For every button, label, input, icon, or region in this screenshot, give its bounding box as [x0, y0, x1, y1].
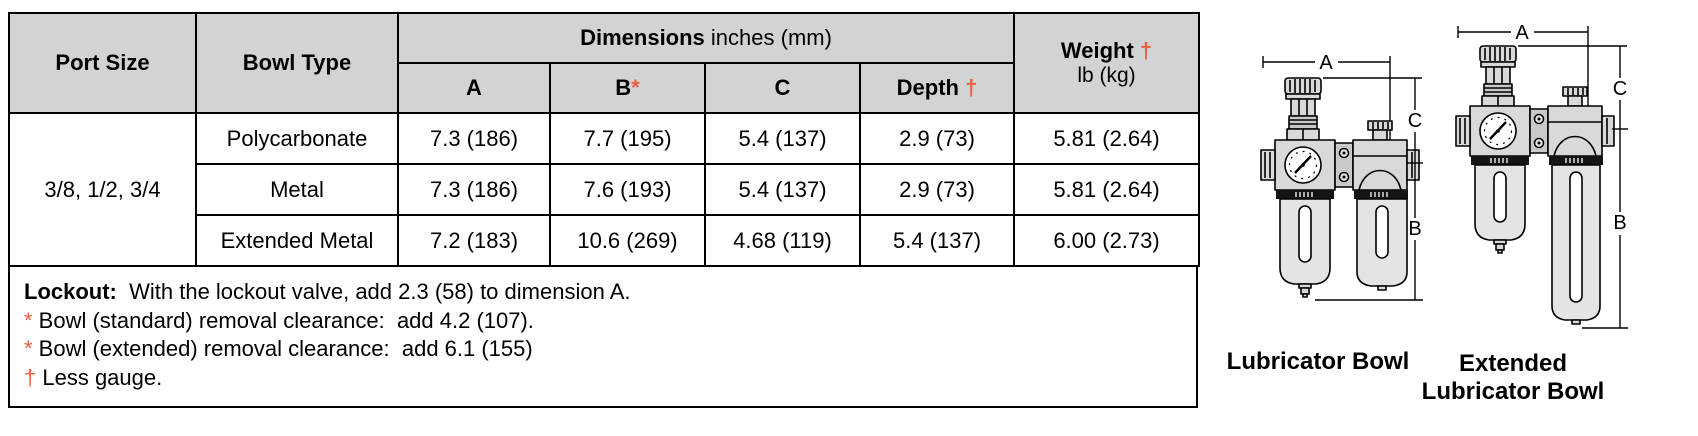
- cell-depth: 2.9 (73): [858, 112, 1016, 165]
- bowl-extended-note: * Bowl (extended) removal clearance: add…: [24, 335, 1180, 364]
- cell-weight: 5.81 (2.64): [1013, 163, 1201, 216]
- bowl-standard-text: Bowl (standard) removal clearance: add 4…: [32, 307, 534, 333]
- dim-a-label: A: [1515, 22, 1529, 44]
- filter-bowl: [1474, 164, 1526, 254]
- bowl-extended-text: Bowl (extended) removal clearance: add 6…: [32, 336, 533, 361]
- cell-dim-c: 4.68 (119): [704, 214, 861, 267]
- header-dim-b-label: B: [615, 75, 632, 100]
- caption-line-1: Extended: [1458, 350, 1568, 377]
- header-dimensions-bold: Dimensions: [580, 25, 705, 50]
- bowl-collars: [1471, 156, 1603, 165]
- extended-lubricator-bowl: [1551, 164, 1601, 325]
- footnotes-box: Lockout: With the lockout valve, add 2.3…: [8, 265, 1198, 408]
- cell-dim-a: 7.2 (183): [397, 214, 551, 267]
- bowl-collars: [1276, 190, 1408, 199]
- regulator-knob: [1284, 77, 1322, 141]
- lubricator-body: [1547, 86, 1615, 157]
- drain-valve: [1493, 239, 1507, 254]
- cell-bowl-type: Polycarbonate: [195, 112, 399, 165]
- asterisk-mark: *: [24, 336, 33, 361]
- header-weight-label: Weight: [1060, 38, 1140, 63]
- lockout-label: Lockout:: [24, 279, 117, 304]
- header-dim-depth: Depth †: [858, 62, 1016, 114]
- dim-b-label: B: [1613, 212, 1626, 234]
- dagger-mark: †: [24, 364, 37, 390]
- cell-bowl-type: Extended Metal: [195, 214, 399, 267]
- body-clamp: [1334, 142, 1354, 188]
- pressure-gauge: [1284, 146, 1322, 184]
- dim-a-label: A: [1319, 52, 1333, 74]
- dim-c-label: C: [1613, 78, 1627, 100]
- cell-depth: 5.4 (137): [858, 214, 1016, 267]
- header-dim-a: A: [397, 62, 551, 114]
- header-dim-b: B*: [549, 62, 706, 114]
- dimension-line-a: A: [1457, 22, 1589, 108]
- header-port-size: Port Size: [8, 12, 197, 114]
- caption-lubricator-bowl: Lubricator Bowl: [1226, 348, 1410, 375]
- caption-extended-lubricator-bowl: Extended Lubricator Bowl: [1413, 350, 1613, 406]
- cell-dim-b: 10.6 (269): [549, 214, 706, 267]
- dimensions-table: Port Size Bowl Type Dimensions inches (m…: [8, 12, 1201, 267]
- weight-dagger-mark: †: [1139, 38, 1153, 63]
- header-dimensions: Dimensions inches (mm): [396, 12, 1016, 64]
- filter-bowl: [1279, 198, 1331, 298]
- regulator-body: [1260, 139, 1336, 191]
- header-dim-c: C: [704, 62, 861, 114]
- cell-weight: 5.81 (2.64): [1013, 112, 1201, 165]
- regulator-knob: [1479, 45, 1517, 107]
- lockout-text: With the lockout valve, add 2.3 (58) to …: [116, 279, 631, 304]
- table-row: Metal 7.3 (186) 7.6 (193) 5.4 (137) 2.9 …: [9, 163, 1201, 216]
- dimension-line-b: B: [1582, 129, 1628, 329]
- header-dimensions-units: inches (mm): [704, 25, 832, 50]
- dim-b-label: B: [1408, 218, 1421, 240]
- cell-depth: 2.9 (73): [858, 163, 1016, 216]
- dimension-line-c: C: [1323, 77, 1423, 164]
- bowl-standard-note: * Bowl (standard) removal clearance: add…: [24, 307, 1180, 336]
- dim-c-label: C: [1408, 110, 1422, 132]
- dimensions-table-section: Port Size Bowl Type Dimensions inches (m…: [8, 12, 1201, 408]
- cell-port-size: 3/8, 1/2, 3/4: [8, 112, 197, 267]
- pressure-gauge: [1479, 112, 1517, 150]
- cell-dim-b: 7.6 (193): [549, 163, 706, 216]
- depth-dagger-mark: †: [965, 75, 978, 100]
- extended-lubricator-bowl-diagram: A: [1455, 22, 1628, 329]
- lubricator-bowl-diagram: A: [1260, 52, 1423, 301]
- caption-line-2: Lubricator Bowl: [1421, 378, 1605, 405]
- inlet-port: [1260, 149, 1276, 181]
- cell-dim-c: 5.4 (137): [704, 163, 861, 216]
- body-clamp: [1529, 108, 1549, 154]
- lubricator-body: [1352, 120, 1420, 191]
- asterisk-mark: *: [24, 307, 33, 333]
- less-gauge-note: † Less gauge.: [24, 364, 1180, 393]
- less-gauge-text: Less gauge.: [36, 364, 163, 390]
- lockout-note: Lockout: With the lockout valve, add 2.3…: [24, 278, 1180, 307]
- cell-dim-a: 7.3 (186): [397, 163, 551, 216]
- cell-dim-a: 7.3 (186): [397, 112, 551, 165]
- header-depth-label: Depth: [896, 75, 966, 100]
- b-asterisk-mark: *: [631, 75, 640, 100]
- drain-valve: [1298, 283, 1312, 298]
- header-weight-units: lb (kg): [1077, 64, 1136, 87]
- cell-dim-c: 5.4 (137): [704, 112, 861, 165]
- lubricator-bowl: [1356, 198, 1408, 291]
- cell-weight: 6.00 (2.73): [1013, 214, 1201, 267]
- inlet-port: [1455, 115, 1471, 147]
- cell-dim-b: 7.7 (195): [549, 112, 706, 165]
- table-row: 3/8, 1/2, 3/4 Polycarbonate 7.3 (186) 7.…: [8, 112, 1201, 267]
- header-weight: Weight † lb (kg): [1013, 12, 1201, 114]
- table-row: Extended Metal 7.2 (183) 10.6 (269) 4.68…: [9, 214, 1201, 267]
- dimension-line-b: B: [1315, 163, 1423, 301]
- outlet-port: [1406, 149, 1420, 181]
- cell-bowl-type: Metal: [195, 163, 399, 216]
- outlet-port: [1601, 115, 1615, 147]
- header-bowl-type: Bowl Type: [195, 12, 399, 114]
- regulator-body: [1455, 105, 1531, 157]
